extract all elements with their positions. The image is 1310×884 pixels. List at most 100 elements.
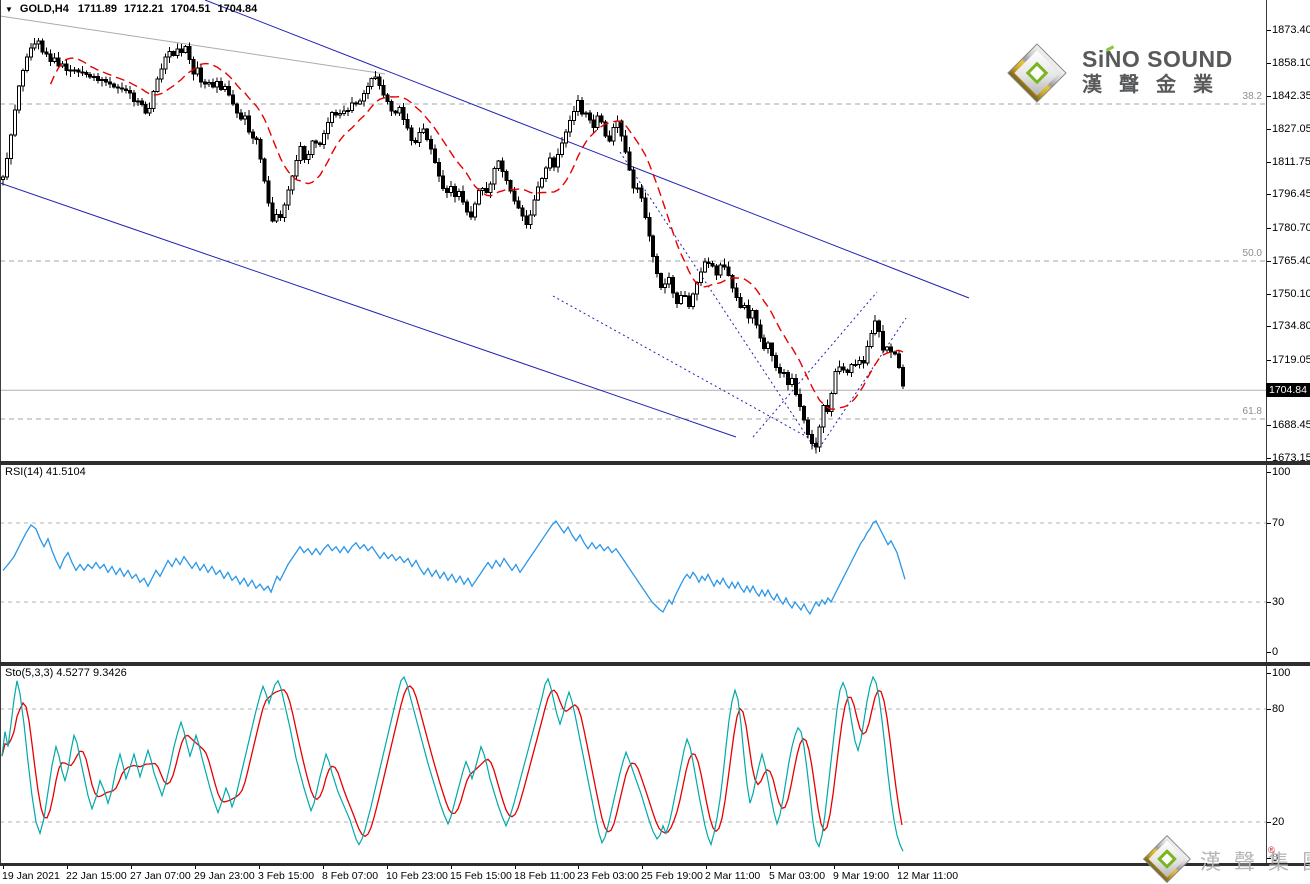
time-axis-tick — [259, 866, 260, 869]
price-axis-tick — [1266, 194, 1271, 195]
time-axis-label: 9 Mar 19:00 — [833, 870, 890, 882]
time-axis-label: 8 Feb 07:00 — [322, 870, 379, 882]
price-axis-label: 1750.10 — [1272, 288, 1310, 300]
time-axis-tick — [642, 866, 643, 869]
fib-level-label[interactable]: 61.8 — [1242, 406, 1262, 417]
time-axis-tick — [834, 866, 835, 869]
rsi-axis-tick — [1266, 602, 1271, 603]
watermark-text: 漢聲集團 — [1200, 851, 1310, 874]
sto-axis-label: 80 — [1272, 703, 1285, 715]
wedge-dotted-asc-a[interactable] — [752, 291, 878, 438]
trendline-gray-resistance[interactable] — [0, 15, 386, 75]
ohlc-open: 1711.89 — [77, 3, 117, 15]
plot-left-border — [0, 0, 1, 866]
rsi-axis-tick — [1266, 472, 1271, 473]
main-price-chart-canvas[interactable] — [0, 0, 1266, 461]
time-axis-label: 12 Mar 11:00 — [897, 870, 959, 882]
wedge-dotted-desc-a[interactable] — [619, 151, 817, 451]
ohlc-low: 1704.51 — [170, 3, 211, 15]
chart-title-bar: ▼ GOLD,H4 1711.89 1712.21 1704.51 1704.8… — [5, 3, 257, 15]
plot-right-border — [1266, 0, 1267, 866]
time-axis-label: 5 Mar 03:00 — [769, 870, 826, 882]
price-axis-label: 1858.10 — [1272, 57, 1310, 69]
rsi-axis-tick — [1266, 523, 1271, 524]
price-axis-tick — [1266, 360, 1271, 361]
rsi-label: RSI(14) 41.5104 — [5, 466, 86, 478]
candles-group — [1, 37, 905, 454]
time-axis-label: 29 Jan 23:00 — [194, 870, 255, 882]
price-axis-tick — [1266, 294, 1271, 295]
time-axis-tick — [578, 866, 579, 869]
price-axis-tick — [1266, 129, 1271, 130]
sto-axis-tick — [1266, 858, 1271, 859]
price-axis-tick — [1266, 261, 1271, 262]
price-axis-label: 1765.40 — [1272, 255, 1310, 267]
sino-sound-logo-icon — [1007, 43, 1067, 103]
price-axis-label: 1719.05 — [1272, 354, 1310, 366]
price-axis-label: 1796.45 — [1272, 188, 1310, 200]
time-axis-tick — [195, 866, 196, 869]
time-axis-label: 19 Jan 2021 — [2, 870, 60, 882]
price-axis-tick — [1266, 228, 1271, 229]
price-axis-tick — [1266, 326, 1271, 327]
rsi-line — [2, 519, 906, 616]
fib-level-label[interactable]: 50.0 — [1242, 248, 1262, 259]
price-axis-tick — [1266, 63, 1271, 64]
price-axis-label: 1811.75 — [1272, 156, 1310, 168]
ohlc-high: 1712.21 — [123, 3, 164, 15]
stochastic-indicator-canvas[interactable] — [0, 666, 1266, 863]
price-axis-label: 1734.80 — [1272, 320, 1310, 332]
channel-upper-blue[interactable] — [204, 0, 970, 299]
time-axis-label: 3 Feb 15:00 — [258, 870, 315, 882]
time-axis-tick — [770, 866, 771, 869]
sto-axis-label: 20 — [1272, 816, 1285, 828]
panel-separator-3 — [0, 863, 1310, 866]
price-axis-label: 1780.70 — [1272, 222, 1310, 234]
time-axis-tick — [387, 866, 388, 869]
price-axis-tick — [1266, 425, 1271, 426]
sto-axis-label: 0 — [1272, 852, 1279, 864]
wedge-dotted-asc-b[interactable] — [821, 317, 907, 445]
time-axis-label: 22 Jan 15:00 — [66, 870, 127, 882]
ohlc-close: 1704.84 — [217, 3, 258, 15]
panel-separator-2[interactable] — [0, 662, 1310, 666]
time-axis-tick — [706, 866, 707, 869]
price-axis-tick — [1266, 96, 1271, 97]
current-price-tag: 1704.84 — [1266, 383, 1310, 397]
time-axis-label: 27 Jan 07:00 — [130, 870, 191, 882]
price-axis-label: 1873.40 — [1272, 24, 1310, 36]
price-axis-tick — [1266, 30, 1271, 31]
channel-lower-blue[interactable] — [0, 182, 737, 438]
stochastic-label: Sto(5,3,3) 4.5277 9.3426 — [5, 667, 127, 679]
time-axis-label: 18 Feb 11:00 — [514, 870, 576, 882]
time-axis-tick — [451, 866, 452, 869]
panel-separator-1[interactable] — [0, 461, 1310, 465]
fib-level-label[interactable]: 38.2 — [1242, 91, 1262, 102]
rsi-indicator-canvas[interactable] — [0, 465, 1266, 662]
rsi-axis-label: 70 — [1272, 517, 1285, 529]
sto-axis-tick — [1266, 822, 1271, 823]
watermark-registered-mark: ® — [1268, 845, 1275, 855]
rsi-axis-label: 0 — [1272, 646, 1279, 658]
time-axis-tick — [515, 866, 516, 869]
time-axis-tick — [898, 866, 899, 869]
time-axis-label: 23 Feb 03:00 — [577, 870, 639, 882]
chart-collapse-icon[interactable]: ▼ — [5, 4, 13, 14]
time-axis-tick — [3, 866, 4, 869]
rsi-axis-label: 100 — [1272, 466, 1291, 478]
time-axis-label: 25 Feb 19:00 — [641, 870, 703, 882]
price-axis-label: 1842.35 — [1272, 90, 1310, 102]
rsi-axis-label: 30 — [1272, 596, 1285, 608]
time-axis-label: 15 Feb 15:00 — [450, 870, 512, 882]
stochastic-main-line — [1, 675, 904, 852]
time-axis-label: 2 Mar 11:00 — [705, 870, 761, 882]
symbol-period-label[interactable]: GOLD,H4 — [19, 3, 69, 15]
price-axis-label: 1827.05 — [1272, 123, 1310, 135]
price-axis-label: 1688.45 — [1272, 419, 1310, 431]
moving-average-line[interactable] — [49, 57, 904, 410]
time-axis-tick — [323, 866, 324, 869]
wedge-dotted-desc-b[interactable] — [552, 295, 819, 444]
sto-axis-tick — [1266, 673, 1271, 674]
rsi-axis-tick — [1266, 652, 1271, 653]
